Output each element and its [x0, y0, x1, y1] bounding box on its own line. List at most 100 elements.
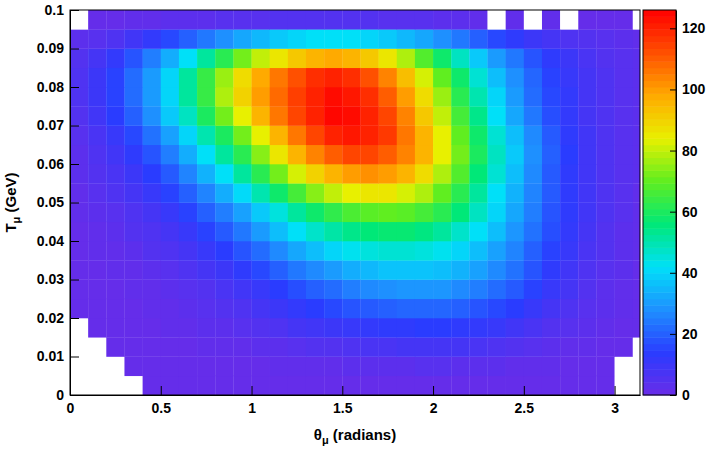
- heatmap-cell: [306, 357, 324, 377]
- colorbar-swatch: [643, 247, 676, 254]
- heatmap-cell: [578, 280, 596, 300]
- heatmap-cell: [433, 29, 451, 49]
- heatmap-cell: [270, 145, 288, 165]
- heatmap-cell: [379, 299, 397, 319]
- heatmap-cell: [596, 357, 614, 377]
- heatmap-cell: [124, 183, 142, 203]
- heatmap-cell: [179, 280, 197, 300]
- heatmap-cell: [124, 337, 142, 357]
- heatmap-cell: [524, 241, 542, 261]
- colorbar-swatch: [643, 36, 676, 43]
- tick: 0.03: [37, 271, 79, 287]
- heatmap-cell: [342, 183, 360, 203]
- heatmap-cell: [633, 337, 640, 357]
- y-axis-title: Tμ (GeV): [2, 172, 22, 232]
- heatmap-cell: [124, 260, 142, 280]
- heatmap-cell: [124, 126, 142, 146]
- heatmap-cell: [488, 68, 506, 88]
- tick: 0.06: [37, 156, 79, 172]
- heatmap-cell: [415, 126, 433, 146]
- heatmap-cell: [324, 68, 342, 88]
- heatmap-cell: [70, 260, 88, 280]
- heatmap-cell: [124, 29, 142, 49]
- heatmap-cell: [106, 145, 124, 165]
- heatmap-cell: [524, 260, 542, 280]
- heatmap-cell: [542, 260, 560, 280]
- heatmap-cell: [233, 318, 251, 338]
- heatmap-cell: [560, 299, 578, 319]
- heatmap-cell: [578, 106, 596, 126]
- heatmap-cell: [106, 222, 124, 242]
- heatmap-cell: [560, 203, 578, 223]
- tick-label: 0.5: [152, 400, 172, 416]
- tick-label: 0.05: [37, 194, 64, 210]
- heatmap-cell: [197, 87, 215, 107]
- tick-mark: [70, 203, 79, 204]
- heatmap-cell: [433, 87, 451, 107]
- heatmap-cell: [342, 203, 360, 223]
- heatmap-cell: [288, 241, 306, 261]
- heatmap-cell: [324, 29, 342, 49]
- heatmap-cell: [288, 260, 306, 280]
- heatmap-cell: [70, 49, 88, 69]
- heatmap-cell: [451, 337, 469, 357]
- heatmap-cell: [451, 318, 469, 338]
- tick-mark: [670, 89, 676, 90]
- heatmap-cell: [415, 106, 433, 126]
- heatmap-cell: [379, 357, 397, 377]
- heatmap-cell: [469, 337, 487, 357]
- tick-mark: [70, 357, 79, 358]
- heatmap-cell: [124, 10, 142, 30]
- tick-mark: [70, 318, 79, 319]
- heatmap-cell: [560, 241, 578, 261]
- heatmap-cell: [488, 376, 506, 395]
- heatmap-cell: [360, 49, 378, 69]
- heatmap-cell: [397, 203, 415, 223]
- heatmap-cell: [252, 357, 270, 377]
- colorbar: [643, 10, 676, 396]
- tick-label: 1: [248, 400, 256, 416]
- heatmap-cell: [88, 164, 106, 184]
- tick-label: 2.5: [515, 400, 535, 416]
- heatmap-cell: [215, 203, 233, 223]
- heatmap-cell: [161, 376, 179, 395]
- heatmap-cell: [143, 29, 161, 49]
- heatmap-cell: [106, 126, 124, 146]
- heatmap-cell: [342, 106, 360, 126]
- heatmap-cell: [233, 357, 251, 377]
- colorbar-swatch: [643, 177, 676, 184]
- tick-label: 0.1: [45, 2, 65, 18]
- heatmap-cell: [524, 10, 542, 30]
- colorbar-swatch: [643, 292, 676, 299]
- colorbar-swatch: [643, 68, 676, 75]
- heatmap-cell: [270, 280, 288, 300]
- heatmap-cell: [324, 222, 342, 242]
- heatmap-cell: [488, 49, 506, 69]
- heatmap-cell: [288, 87, 306, 107]
- heatmap-cell: [633, 260, 640, 280]
- heatmap-cell: [433, 241, 451, 261]
- heatmap-cell: [70, 183, 88, 203]
- heatmap-cell: [70, 203, 88, 223]
- colorbar-swatch: [643, 254, 676, 261]
- colorbar-swatch: [643, 215, 676, 222]
- colorbar-swatch: [643, 222, 676, 229]
- heatmap-cell: [143, 299, 161, 319]
- heatmap-cell: [578, 10, 596, 30]
- heatmap-cell: [415, 222, 433, 242]
- heatmap-cell: [106, 337, 124, 357]
- tick-label: 0.03: [37, 271, 64, 287]
- tick: 0.5: [152, 386, 172, 416]
- heatmap-cell: [179, 318, 197, 338]
- heatmap-cell: [360, 299, 378, 319]
- heatmap-cell: [615, 106, 633, 126]
- colorbar-swatch: [643, 305, 676, 312]
- heatmap-cell: [379, 241, 397, 261]
- heatmap-cell: [379, 164, 397, 184]
- heatmap-cell: [360, 376, 378, 395]
- heatmap-cell: [252, 164, 270, 184]
- heatmap-cell: [233, 203, 251, 223]
- heatmap-cell: [542, 126, 560, 146]
- heatmap-cell: [360, 318, 378, 338]
- tick: 100: [670, 81, 706, 97]
